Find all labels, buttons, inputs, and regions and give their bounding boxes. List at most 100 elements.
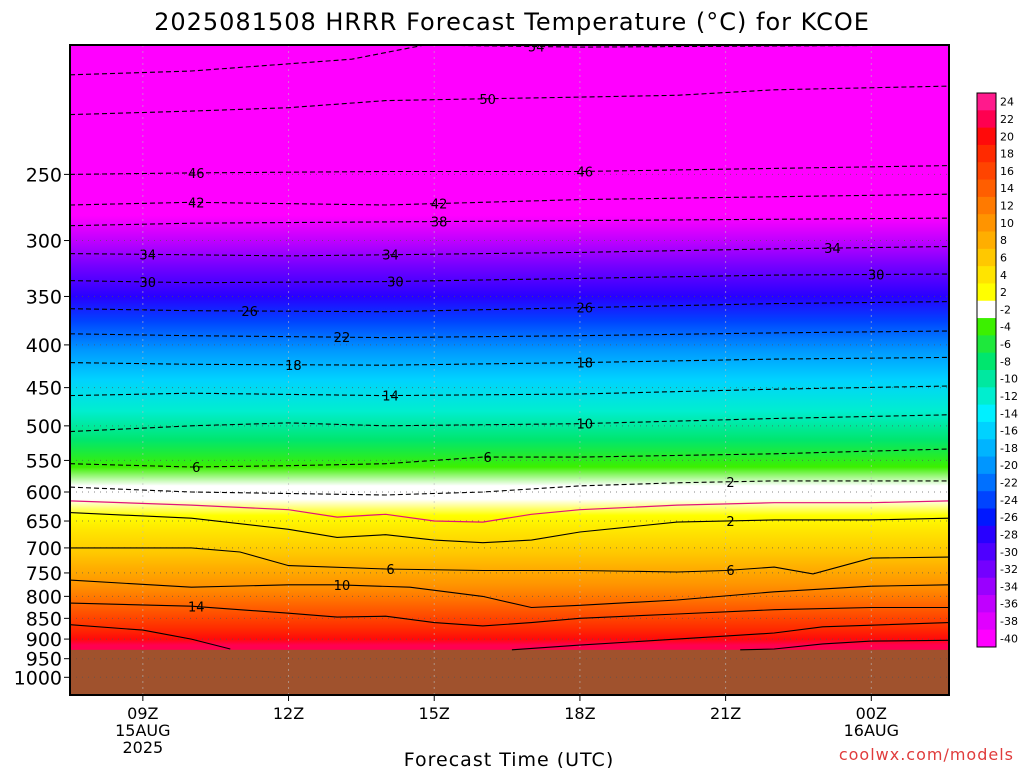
colorbar-swatch [977,370,996,388]
y-tick-label: 350 [26,286,62,308]
isotherm-label: 30 [387,275,404,290]
colorbar-label: -24 [1000,494,1018,507]
colorbar-label: -32 [1000,563,1018,576]
colorbar-label: 14 [1000,182,1014,195]
colorbar-swatch [977,491,996,509]
colorbar-swatch [977,577,996,596]
credit-link[interactable]: coolwx.com/models [839,745,1014,764]
y-tick-label: 750 [26,563,62,585]
colorbar-swatch [977,421,996,440]
isotherm-label: 22 [334,331,351,346]
y-tick-label: 550 [26,450,62,472]
isotherm-line [70,512,949,544]
isotherm-label: 34 [139,248,156,263]
colorbar-swatch [977,612,996,631]
x-tick-label: 00Z [856,704,887,723]
colorbar-label: -18 [1000,442,1018,455]
y-tick-label: 900 [26,629,62,651]
colorbar-label: 8 [1000,234,1007,247]
isotherm-line [70,414,949,433]
y-tick-label: 700 [26,538,62,560]
colorbar-label: -40 [1000,632,1018,645]
colorbar-label: -12 [1000,390,1018,403]
colorbar-label: 18 [1000,148,1014,161]
isotherm-label: 10 [334,579,351,594]
isotherm-label: 14 [382,390,399,405]
isotherm-label: 18 [577,357,594,372]
x-tick-label: 16AUG [844,721,899,740]
colorbar-label: 4 [1000,269,1007,282]
colorbar-label: -8 [1000,355,1011,368]
isotherm-line [70,602,949,627]
colorbar-swatch [977,387,996,406]
isotherm-label: 6 [386,563,394,578]
colorbar-swatch [977,248,996,267]
isotherm-line [70,547,949,575]
x-tick-label: 12Z [273,704,304,723]
colorbar-swatch [977,110,996,129]
y-tick-label: 1000 [14,667,62,689]
colorbar: 24 22 20 18 16 14 12 10 8 6 4 2 -2 -4 -6 -8 -10 -12 -14 -16… [976,92,1018,648]
colorbar-swatch [977,595,996,613]
colorbar-swatch [977,196,996,215]
isotherm-label: 50 [479,93,496,108]
x-axis-title: Forecast Time (UTC) [404,749,614,768]
isotherm-label: 38 [431,216,448,231]
isotherm-label: 30 [868,268,885,283]
x-tick-label: 15Z [419,704,450,723]
isotherm-line [70,385,949,397]
isotherm-label: 6 [726,564,734,579]
colorbar-label: 2 [1000,286,1007,299]
isotherm-label: 46 [577,165,594,180]
colorbar-swatch [977,231,996,250]
y-tick-label: 650 [26,511,62,533]
colorbar-label: -36 [1000,598,1018,611]
isotherm-line [70,480,949,496]
isotherm-line [70,193,949,206]
colorbar-swatch [977,439,996,458]
ground-below-surface [70,649,949,695]
y-tick-label: 300 [26,231,62,253]
colorbar-swatch [977,266,996,284]
colorbar-swatch [977,404,996,423]
isotherm-label: 6 [192,461,200,476]
colorbar-label: -30 [1000,546,1018,559]
colorbar-swatch [977,93,996,111]
y-tick-label: 450 [26,378,62,400]
colorbar-label: -10 [1000,373,1018,386]
x-tick-label: 2025 [122,738,163,757]
isotherm-label: 26 [241,305,258,320]
y-tick-label: 950 [26,649,62,671]
colorbar-swatch [977,560,996,579]
isotherm-label: 34 [382,249,399,264]
y-tick-label: 600 [26,482,62,504]
y-axis: 2503003504004505005506006507007508008509… [14,164,70,689]
isotherm-label: 26 [577,302,594,317]
colorbar-label: 20 [1000,130,1014,143]
x-tick-label: 21Z [710,704,741,723]
plot-frame [69,44,950,696]
isotherm-line [70,330,949,339]
isotherm-line [70,245,949,257]
isotherm-line [70,500,949,523]
colorbar-label: 16 [1000,165,1014,178]
isotherm-label: 46 [188,167,205,182]
isotherm-line [740,639,949,651]
isotherm-line [70,217,949,227]
colorbar-swatch [977,127,996,146]
colorbar-label: -16 [1000,425,1018,438]
colorbar-swatch [977,318,996,336]
isotherm-line [70,579,949,609]
isotherm-label: 34 [824,242,841,257]
colorbar-swatch [977,629,996,648]
colorbar-label: 22 [1000,113,1014,126]
colorbar-swatch [977,283,996,302]
colorbar-label: 10 [1000,217,1014,230]
isotherm-line [511,622,949,651]
colorbar-label: -34 [1000,580,1018,593]
colorbar-label: -22 [1000,477,1018,490]
